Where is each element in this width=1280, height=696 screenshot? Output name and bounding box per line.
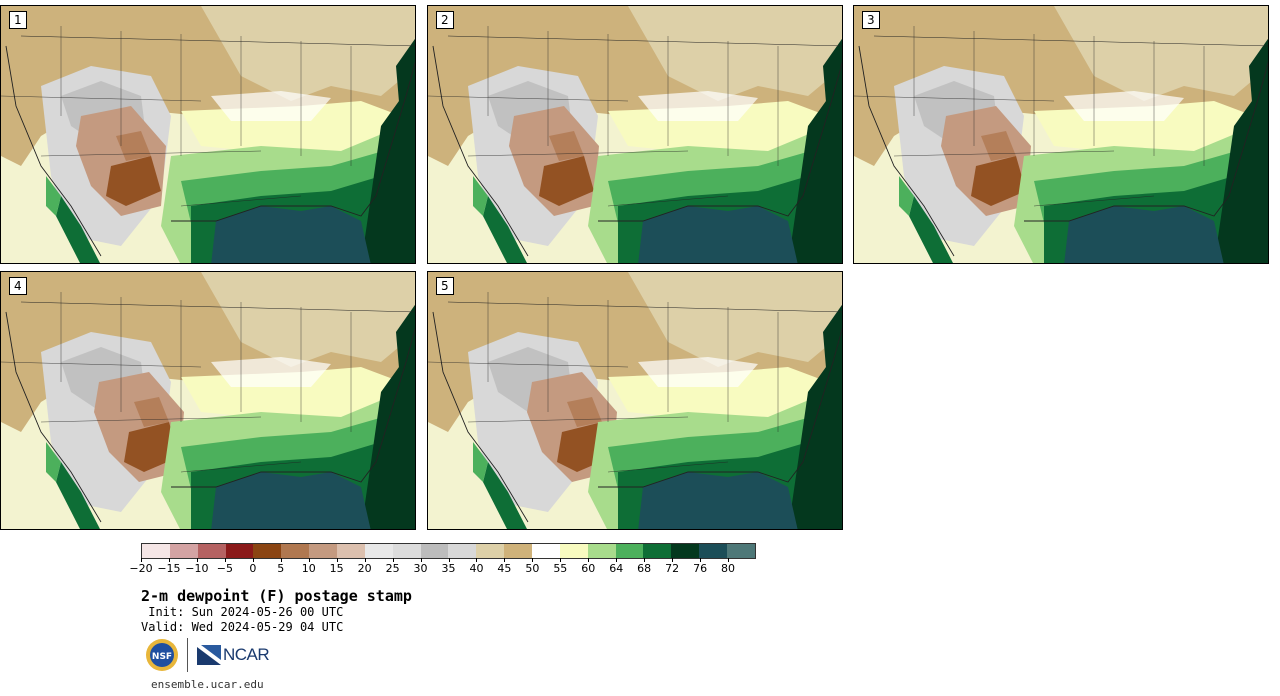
map-panel-3: 3 xyxy=(853,5,1269,264)
nsf-logo: NSF xyxy=(146,639,178,671)
colorbar-tick-label: −15 xyxy=(157,562,181,575)
colorbar-tick-label: 35 xyxy=(441,562,456,575)
colorbar-swatch xyxy=(142,544,170,558)
panel-label: 3 xyxy=(862,11,880,29)
colorbar-swatch xyxy=(225,544,254,558)
colorbar-tick-label: 72 xyxy=(665,562,680,575)
ncar-logo-icon xyxy=(197,645,221,665)
colorbar-swatch xyxy=(699,544,728,558)
panel-label: 2 xyxy=(436,11,454,29)
panel-label: 5 xyxy=(436,277,454,295)
panel-label: 4 xyxy=(9,277,27,295)
colorbar-tick-label: 30 xyxy=(413,562,428,575)
map-panel-1: 1 xyxy=(0,5,416,264)
colorbar-swatch xyxy=(559,544,588,558)
colorbar-swatch xyxy=(727,544,755,558)
plot-title: 2-m dewpoint (F) postage stamp xyxy=(141,587,412,605)
dewpoint-map xyxy=(428,272,842,529)
site-url: ensemble.ucar.edu xyxy=(151,678,264,691)
colorbar-swatch xyxy=(587,544,616,558)
colorbar-swatch xyxy=(643,544,672,558)
colorbar-swatch xyxy=(671,544,700,558)
colorbar-tick-label: 45 xyxy=(497,562,512,575)
colorbar-tick-label: 60 xyxy=(581,562,596,575)
colorbar-tick-label: −10 xyxy=(185,562,209,575)
panel-label: 1 xyxy=(9,11,27,29)
colorbar-swatch xyxy=(504,544,533,558)
colorbar-swatch xyxy=(281,544,310,558)
colorbar-swatch xyxy=(392,544,421,558)
colorbar-swatch xyxy=(532,544,560,558)
colorbar-tick-label: 80 xyxy=(721,562,736,575)
colorbar-swatch xyxy=(169,544,198,558)
colorbar-tick-label: 15 xyxy=(329,562,344,575)
colorbar-swatch xyxy=(309,544,338,558)
colorbar-tick-label: 10 xyxy=(301,562,316,575)
colorbar-swatch xyxy=(337,544,365,558)
colorbar-swatch xyxy=(364,544,393,558)
colorbar-tick-label: −20 xyxy=(129,562,153,575)
colorbar-ticks: −20 −15 −10 −5 0 5 10 15 20 25 30 35 40 45 50 55 60 64 68 7… xyxy=(0,558,1280,576)
colorbar-tick-label: 0 xyxy=(249,562,257,575)
map-panel-2: 2 xyxy=(427,5,843,264)
colorbar xyxy=(141,543,756,559)
dewpoint-map xyxy=(1,272,415,529)
dewpoint-map xyxy=(854,6,1268,263)
colorbar-tick-label: 55 xyxy=(553,562,568,575)
colorbar-tick-label: 40 xyxy=(469,562,484,575)
colorbar-tick-label: 50 xyxy=(525,562,540,575)
colorbar-tick-label: 64 xyxy=(609,562,624,575)
map-panel-5: 5 xyxy=(427,271,843,530)
colorbar-tick-label: −5 xyxy=(216,562,233,575)
colorbar-swatch xyxy=(476,544,505,558)
nsf-logo-text: NSF xyxy=(152,652,172,662)
colorbar-swatch xyxy=(420,544,449,558)
colorbar-tick-label: 68 xyxy=(637,562,652,575)
colorbar-tick-label: 20 xyxy=(357,562,372,575)
map-panel-4: 4 xyxy=(0,271,416,530)
dewpoint-map xyxy=(1,6,415,263)
logos: NSF NCAR xyxy=(145,638,270,672)
colorbar-swatch xyxy=(197,544,226,558)
colorbar-swatch xyxy=(615,544,644,558)
init-time: Init: Sun 2024-05-26 00 UTC xyxy=(141,605,344,619)
colorbar-tick-label: 25 xyxy=(385,562,400,575)
colorbar-swatch xyxy=(448,544,477,558)
valid-time: Valid: Wed 2024-05-29 04 UTC xyxy=(141,620,344,634)
dewpoint-map xyxy=(428,6,842,263)
colorbar-tick-label: 5 xyxy=(277,562,285,575)
colorbar-swatch xyxy=(253,544,282,558)
ncar-logo-text: NCAR xyxy=(223,645,270,664)
colorbar-tick-label: 76 xyxy=(693,562,708,575)
